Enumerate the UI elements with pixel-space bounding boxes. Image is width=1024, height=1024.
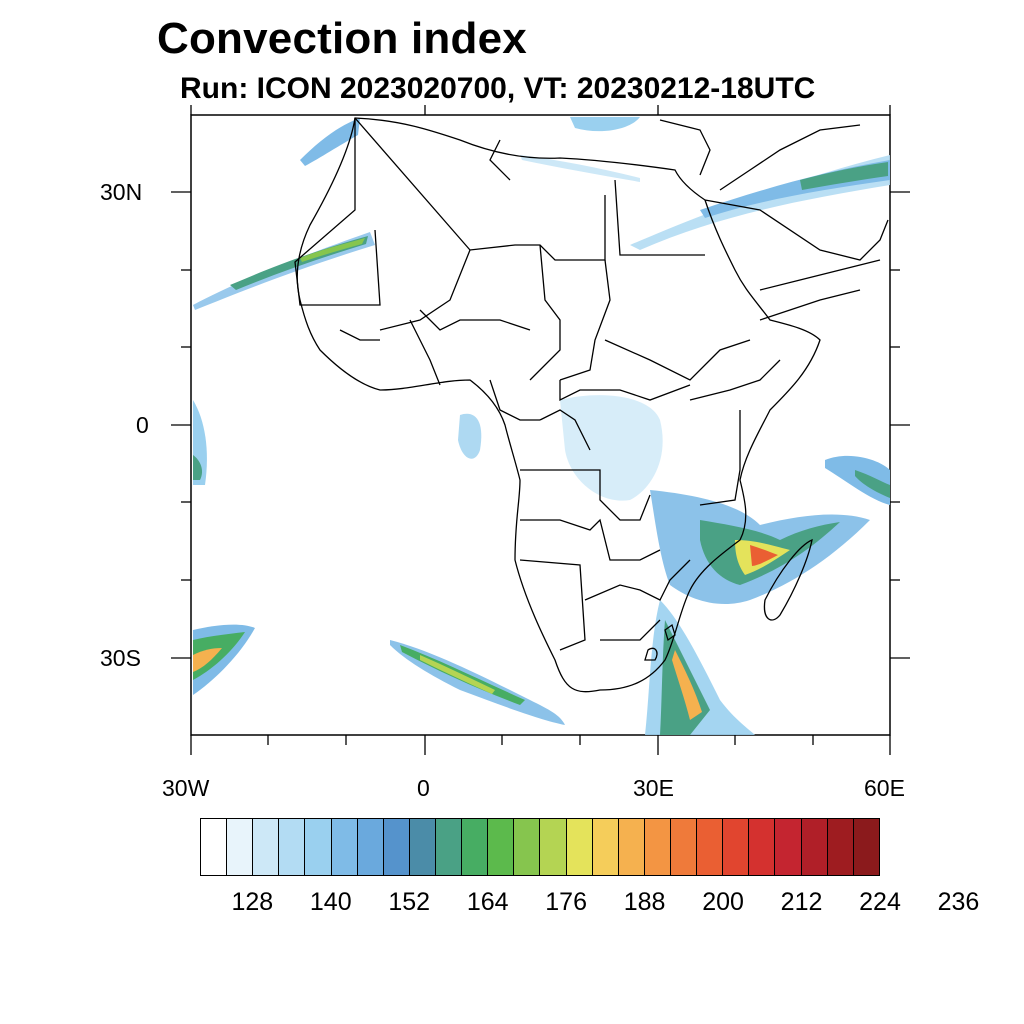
lat-label-0: 0	[136, 412, 149, 438]
colorbar-swatch	[827, 819, 854, 875]
colorbar-label: 140	[309, 888, 352, 916]
colorbar-swatch	[775, 819, 802, 875]
colorbar-swatch	[331, 819, 358, 875]
colorbar-swatch	[435, 819, 463, 875]
lon-label-60e: 60E	[864, 775, 905, 801]
colorbar-swatch	[697, 819, 724, 875]
colorbar-swatch	[462, 819, 489, 875]
colorbar-label: 188	[623, 888, 666, 916]
colorbar-swatch	[279, 819, 306, 875]
axis-ticks	[171, 105, 910, 755]
colorbar-swatch	[618, 819, 645, 875]
colorbar-label: 164	[466, 888, 509, 916]
colorbar-swatch	[409, 819, 436, 875]
colorbar	[200, 818, 880, 876]
lat-label-30n: 30N	[100, 179, 143, 205]
colorbar-swatch	[853, 819, 879, 875]
colorbar-label: 152	[388, 888, 431, 916]
colorbar-swatch	[305, 819, 332, 875]
colorbar-swatch	[723, 819, 750, 875]
colorbar-label: 224	[859, 888, 901, 916]
colorbar-swatch	[670, 819, 698, 875]
colorbar-label: 176	[545, 888, 587, 916]
map-frame	[190, 114, 891, 736]
lat-label-30s: 30S	[100, 645, 141, 671]
chart-title: Convection index	[157, 14, 527, 63]
colorbar-swatch	[644, 819, 671, 875]
colorbar-label: 200	[702, 888, 744, 916]
colorbar-swatch	[253, 819, 280, 875]
colorbar-swatch	[357, 819, 384, 875]
colorbar-swatch	[488, 819, 515, 875]
colorbar-swatch	[801, 819, 828, 875]
colorbar-swatch	[540, 819, 567, 875]
lon-label-0: 0	[417, 775, 430, 801]
colorbar-label: 236	[937, 888, 980, 916]
colorbar-label: 212	[780, 888, 823, 916]
country-borders	[294, 117, 889, 693]
colorbar-swatch	[514, 819, 541, 875]
colorbar-label: 128	[231, 888, 274, 916]
convection-shading	[193, 117, 890, 735]
lon-label-30w: 30W	[162, 775, 210, 801]
chart-subtitle: Run: ICON 2023020700, VT: 20230212-18UTC	[180, 72, 816, 105]
colorbar-swatch	[749, 819, 776, 875]
lon-label-30e: 30E	[633, 775, 674, 801]
colorbar-swatch	[227, 819, 254, 875]
colorbar-swatch	[201, 819, 228, 875]
colorbar-swatch	[383, 819, 410, 875]
colorbar-swatch	[566, 819, 593, 875]
colorbar-swatch	[592, 819, 619, 875]
